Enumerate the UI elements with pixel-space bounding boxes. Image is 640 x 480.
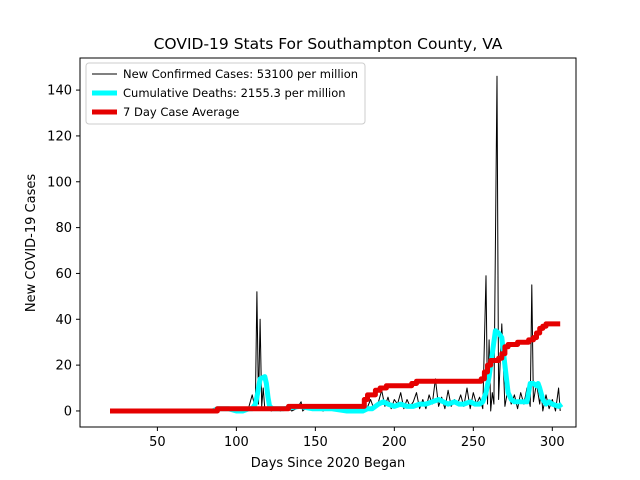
y-tick-label: 60	[55, 267, 72, 282]
y-tick-label: 40	[55, 313, 72, 328]
y-tick-label: 140	[47, 84, 72, 99]
plot-frame	[79, 57, 577, 428]
y-tick-label: 20	[55, 359, 72, 374]
series-line-2	[110, 328, 564, 414]
legend-label-3: 7 Day Case Average	[123, 105, 239, 119]
y-axis-title: New COVID-19 Cases	[24, 174, 39, 312]
y-axis: 0 20 40 60 80 100 120 140	[47, 84, 80, 419]
y-tick-label: 100	[47, 175, 72, 190]
legend: New Confirmed Cases: 53100 per million Cu…	[85, 62, 366, 125]
x-axis-title: Days Since 2020 Began	[251, 456, 406, 471]
x-tick-label: 100	[224, 435, 249, 450]
legend-label-1: New Confirmed Cases: 53100 per million	[123, 67, 358, 81]
series-layer	[110, 75, 564, 414]
chart-title: COVID-19 Stats For Southampton County, V…	[154, 35, 503, 53]
x-axis: 50 100 150 200 250 300	[149, 427, 565, 450]
x-tick-label: 300	[540, 435, 565, 450]
y-tick-label: 120	[47, 129, 72, 144]
series-line-3	[110, 321, 561, 414]
y-tick-label: 80	[55, 221, 72, 236]
x-tick-label: 150	[303, 435, 328, 450]
legend-box	[85, 62, 366, 125]
x-tick-label: 50	[149, 435, 166, 450]
y-tick-label: 0	[64, 404, 72, 419]
x-tick-label: 200	[382, 435, 407, 450]
legend-label-2: Cumulative Deaths: 2155.3 per million	[123, 86, 346, 100]
x-tick-label: 250	[461, 435, 486, 450]
